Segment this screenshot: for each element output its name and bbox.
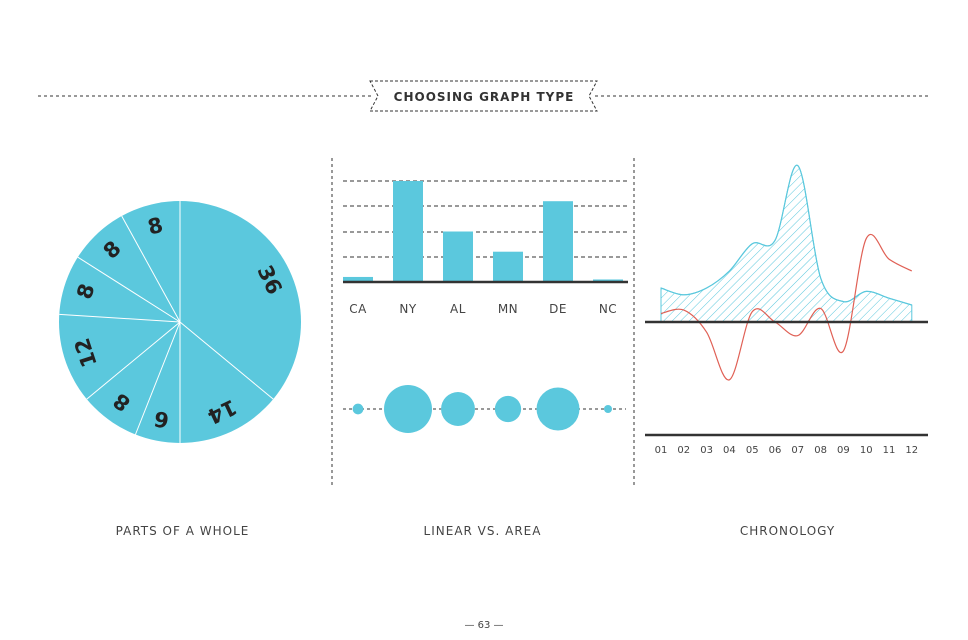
bubble-chart [352, 385, 612, 433]
pie-slice-label: 6 [152, 406, 171, 432]
bar-category-label: AL [450, 302, 466, 316]
header-ribbon [369, 80, 598, 112]
bar-category-label: CA [349, 302, 367, 316]
bar [493, 251, 523, 282]
chrono-tick-label: 08 [814, 445, 827, 456]
chrono-tick-label: 07 [791, 445, 804, 456]
pie-slice-divider [121, 215, 181, 323]
page-number: — 63 — [464, 620, 504, 631]
chrono-tick-label: 02 [677, 445, 690, 456]
bar [543, 201, 573, 282]
bar-category-label: DE [549, 302, 567, 316]
chrono-tick-label: 06 [769, 445, 782, 456]
caption-chronology: CHRONOLOGY [739, 524, 836, 538]
pie-slice-label: 8 [145, 213, 165, 240]
line-series [660, 234, 913, 381]
bubble [352, 403, 364, 415]
chrono-tick-label: 11 [883, 445, 896, 456]
bar-category-label: NC [599, 302, 617, 316]
pie-slice-divider [59, 313, 181, 323]
bubble [441, 392, 475, 426]
caption-linear-vs-area: LINEAR VS. AREA [423, 524, 542, 538]
pie-slice-divider [179, 321, 274, 400]
area-series [660, 165, 913, 323]
bar [593, 279, 623, 282]
chrono-tick-label: 03 [700, 445, 713, 456]
bubble [494, 395, 522, 423]
bar-gridlines [343, 180, 628, 258]
bubble [384, 385, 432, 433]
bar [343, 276, 373, 282]
bar [443, 231, 473, 282]
pie-slice-divider [77, 256, 181, 323]
chrono-tick-label: 12 [905, 445, 918, 456]
pie-slice-divider [86, 321, 181, 400]
caption-parts-of-a-whole: PARTS OF A WHOLE [115, 524, 250, 538]
chrono-tick-label: 09 [837, 445, 850, 456]
chrono-tick-label: 05 [746, 445, 759, 456]
bar-category-label: MN [498, 302, 518, 316]
bar [393, 181, 423, 282]
chrono-tick-label: 01 [655, 445, 668, 456]
pie-slice-label: 8 [72, 281, 99, 302]
pie-slice-divider [134, 321, 181, 435]
chrono-tick-label: 04 [723, 445, 736, 456]
chrono-tick-labels: 01 02 03 04 05 06 07 08 09 10 11 12 [655, 445, 919, 456]
bar-chart: CA NY AL MN DE NC [343, 181, 623, 316]
area-series-outline [660, 164, 912, 306]
bubble [604, 405, 612, 413]
bar-category-label: NY [399, 302, 416, 316]
chrono-tick-label: 10 [860, 445, 873, 456]
header-title: CHOOSING GRAPH TYPE [394, 90, 575, 104]
bubble [536, 387, 580, 431]
